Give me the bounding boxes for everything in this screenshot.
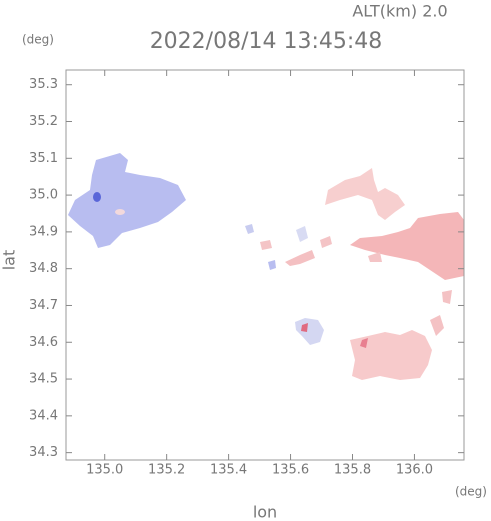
echo-red [260, 240, 272, 250]
echo-core [301, 323, 308, 332]
chart-title: 2022/08/14 13:45:48 [150, 29, 383, 54]
subtitle: ALT(km) 2.0 [352, 2, 447, 21]
y-tick-label: 34.9 [29, 224, 58, 239]
y-unit: (deg) [22, 33, 54, 47]
echo-blue [245, 224, 254, 234]
y-tick-label: 35.3 [29, 77, 58, 92]
echo-core [93, 192, 101, 202]
echo-core [360, 338, 368, 348]
y-tick-label: 34.6 [29, 335, 58, 350]
x-tick-label: 135.2 [148, 463, 185, 478]
echo-spot [115, 209, 125, 215]
x-unit: (deg) [455, 485, 487, 499]
y-tick-label: 35.1 [29, 151, 58, 166]
plot-frame [65, 69, 465, 461]
y-tick-label: 34.3 [29, 445, 58, 460]
y-tick-label: 35.0 [29, 188, 58, 203]
echo-field [68, 153, 464, 380]
echo-blue [296, 226, 308, 242]
echo-red [368, 252, 382, 262]
echo-red [285, 250, 315, 266]
x-axis-label: lon [253, 503, 277, 521]
y-tick-label: 34.7 [29, 298, 58, 313]
echo-red [430, 315, 444, 336]
x-tick-label: 135.4 [210, 463, 247, 478]
x-tick-label: 135.8 [334, 463, 371, 478]
y-axis-label: lat [0, 250, 19, 271]
x-tick-label: 135.0 [86, 463, 123, 478]
echo-red [320, 236, 332, 248]
echo-blue [295, 318, 324, 345]
y-tick-label: 35.2 [29, 114, 58, 129]
x-tick-label: 136.0 [396, 463, 433, 478]
echo-blue [268, 260, 276, 270]
echo-blue [68, 153, 186, 248]
echo-red [325, 168, 405, 220]
y-tick-label: 34.8 [29, 261, 58, 276]
x-tick-label: 135.6 [272, 463, 309, 478]
y-tick-label: 34.5 [29, 372, 58, 387]
y-tick-label: 34.4 [29, 408, 58, 423]
echo-red [350, 330, 432, 380]
echo-red [350, 212, 464, 280]
echo-red [442, 290, 452, 304]
